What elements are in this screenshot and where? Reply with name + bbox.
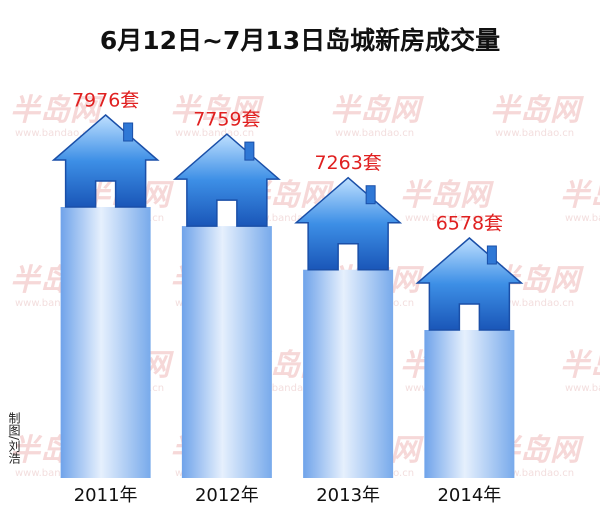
watermark: 半岛网: [560, 178, 600, 213]
value-label: 7759套: [193, 109, 260, 131]
house-icon: [172, 133, 281, 227]
value-label: 7976套: [72, 90, 139, 112]
house-icon: [51, 114, 160, 208]
bar: [424, 330, 515, 478]
house-icon: [294, 176, 403, 271]
bar: [60, 207, 151, 478]
house-chimney: [365, 185, 376, 205]
watermark-url: www.bandao.cn: [495, 128, 574, 139]
watermark-url: www.bandao.cn: [495, 298, 574, 309]
watermark-url: www.bandao.cn: [15, 298, 94, 309]
watermark: 半岛网: [170, 93, 264, 128]
watermark: 半岛网: [560, 348, 600, 383]
x-tick-label: 2014年: [437, 485, 501, 506]
watermark-url: www.bandao.cn: [495, 468, 574, 479]
watermark: 半岛网: [400, 178, 494, 213]
watermark-url: www.bandao.cn: [15, 468, 94, 479]
watermark: 半岛网: [10, 93, 104, 128]
bar: [181, 226, 272, 478]
house-chimney: [123, 122, 134, 142]
bar: [303, 269, 394, 478]
watermark: 半岛网: [490, 93, 584, 128]
x-tick-label: 2011年: [74, 485, 138, 506]
house-roof: [415, 237, 524, 331]
credit: 制图/刘浩: [7, 412, 21, 464]
watermark-url: www.bandao.cn: [565, 383, 600, 394]
watermark-url: www.bandao.cn: [15, 128, 94, 139]
house-icon: [415, 237, 524, 331]
watermark-url: www.bandao.cn: [565, 213, 600, 224]
watermark-url: www.bandao.cn: [335, 128, 414, 139]
value-label: 7263套: [314, 152, 381, 174]
watermark-url: www.bandao.cn: [405, 213, 484, 224]
watermark: 半岛网: [330, 93, 424, 128]
house-roof: [172, 133, 281, 227]
house-chimney: [486, 245, 497, 265]
watermark-url: www.bandao.cn: [245, 383, 324, 394]
x-tick-label: 2012年: [195, 485, 259, 506]
watermark-url: www.bandao.cn: [175, 128, 254, 139]
value-label: 6578套: [436, 213, 503, 235]
watermark-url: www.bandao.cn: [245, 213, 324, 224]
chart-title: 6月12日~7月13日岛城新房成交量: [100, 26, 500, 55]
house-chimney: [244, 141, 255, 161]
x-tick-label: 2013年: [316, 485, 380, 506]
